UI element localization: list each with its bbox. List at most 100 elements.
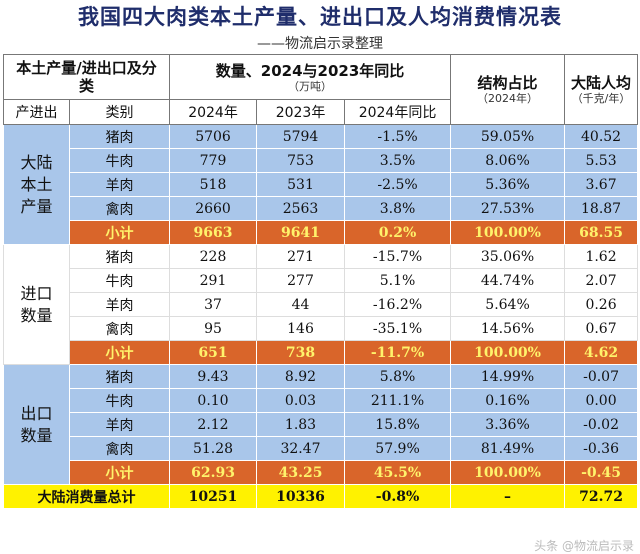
header-col-type: 类别	[68, 99, 171, 125]
subtotal-cell: 100.00%	[450, 220, 566, 245]
table-row: 出口数量 猪肉 9.43 8.92 5.8% 14.99% -0.07	[3, 364, 639, 485]
header-row-2: 产进出 类别 2024年 2023年 2024年同比	[3, 99, 638, 125]
table-cell: 3.36%	[450, 412, 566, 437]
total-cell: 72.72	[564, 484, 639, 509]
table-cell: 0.10	[169, 388, 258, 413]
table-row: 禽肉 95 146 -35.1% 14.56% 0.67	[4, 316, 639, 341]
table-cell: -15.7%	[344, 244, 452, 269]
subtotal-label: 小计	[68, 220, 171, 245]
table-row: 牛肉 291 277 5.1% 44.74% 2.07	[4, 268, 639, 293]
table-cell: -0.36	[564, 436, 639, 461]
table-cell: 8.92	[256, 364, 346, 389]
header-col-yoy: 2024年同比	[344, 99, 452, 125]
table-cell: 15.8%	[344, 412, 452, 437]
subtotal-cell: 738	[256, 340, 346, 365]
header-qty-unit: （万吨）	[288, 79, 333, 93]
table-cell: 2660	[169, 196, 258, 221]
table-cell: 228	[169, 244, 258, 269]
subtotal-label: 小计	[68, 340, 171, 365]
table-cell: -35.1%	[344, 316, 452, 341]
row-label: 牛肉	[68, 268, 171, 293]
table-cell: 5.36%	[450, 172, 566, 197]
total-cell: 10251	[169, 484, 258, 509]
table-row: 禽肉 51.28 32.47 57.9% 81.49% -0.36	[4, 436, 639, 461]
table-cell: 8.06%	[450, 148, 566, 173]
table-cell: 277	[256, 268, 346, 293]
row-label: 羊肉	[68, 172, 171, 197]
table-cell: 1.83	[256, 412, 346, 437]
row-label: 猪肉	[68, 364, 171, 389]
table-cell: 32.47	[256, 436, 346, 461]
table-cell: 35.06%	[450, 244, 566, 269]
table-cell: 5.53	[564, 148, 639, 173]
table-cell: 27.53%	[450, 196, 566, 221]
subtotal-cell: 651	[169, 340, 258, 365]
subtotal-cell: 43.25	[256, 460, 346, 485]
table-cell: -1.5%	[344, 124, 452, 149]
table-row: 牛肉 779 753 3.5% 8.06% 5.53	[4, 148, 639, 173]
subtotal-cell: -11.7%	[344, 340, 452, 365]
row-label: 猪肉	[68, 124, 171, 149]
header-percap: 大陆人均 （千克/年）	[564, 54, 639, 125]
total-cell: –	[450, 484, 566, 509]
header-struct-unit: （2024年）	[477, 92, 539, 105]
header-row-1: 本土产量/进出口及分类 数量、2024与2023年同比 （万吨） 结构占比 （2…	[2, 54, 639, 125]
table-cell: 51.28	[169, 436, 258, 461]
header-struct: 结构占比 （2024年）	[450, 54, 566, 125]
table-cell: 59.05%	[450, 124, 566, 149]
page-subtitle: ——物流启示录整理	[257, 36, 383, 52]
subtotal-cell: 9641	[256, 220, 346, 245]
subtotal-label: 小计	[68, 460, 171, 485]
table-cell: -0.07	[564, 364, 639, 389]
table-cell: 44.74%	[450, 268, 566, 293]
table-cell: 1.62	[564, 244, 639, 269]
row-label: 禽肉	[68, 316, 171, 341]
subtotal-cell: 4.62	[564, 340, 639, 365]
table-cell: 5.8%	[344, 364, 452, 389]
table-cell: 14.56%	[450, 316, 566, 341]
table-cell: 5794	[256, 124, 346, 149]
table-cell: 2.07	[564, 268, 639, 293]
table-cell: 0.16%	[450, 388, 566, 413]
row-label: 羊肉	[68, 292, 171, 317]
table-cell: 5.64%	[450, 292, 566, 317]
header-qty: 数量、2024与2023年同比 （万吨）	[169, 54, 452, 100]
table-cell: 0.03	[256, 388, 346, 413]
table-row: 禽肉 2660 2563 3.8% 27.53% 18.87	[4, 196, 639, 221]
subtotal-cell: 62.93	[169, 460, 258, 485]
table-cell: -0.02	[564, 412, 639, 437]
table-cell: 271	[256, 244, 346, 269]
table-cell: 2563	[256, 196, 346, 221]
data-table: 本土产量/进出口及分类 数量、2024与2023年同比 （万吨） 结构占比 （2…	[2, 54, 639, 509]
header-percap-unit: （千克/年）	[571, 92, 631, 105]
table-cell: 518	[169, 172, 258, 197]
subtotal-cell: 0.2%	[344, 220, 452, 245]
header-qty-title: 数量、2024与2023年同比	[215, 61, 405, 80]
table-cell: 81.49%	[450, 436, 566, 461]
row-label: 牛肉	[68, 388, 171, 413]
page-title: 我国四大肉类本土产量、进出口及人均消费情况表	[78, 5, 562, 29]
table-cell: 291	[169, 268, 258, 293]
table-cell: 14.99%	[450, 364, 566, 389]
table-cell: 18.87	[564, 196, 639, 221]
table-cell: 3.8%	[344, 196, 452, 221]
table-cell: 3.67	[564, 172, 639, 197]
table-row: 羊肉 2.12 1.83 15.8% 3.36% -0.02	[4, 412, 639, 437]
table-row: 羊肉 518 531 -2.5% 5.36% 3.67	[4, 172, 639, 197]
group-label: 进口数量	[3, 244, 70, 365]
table-row: 羊肉 37 44 -16.2% 5.64% 0.26	[4, 292, 639, 317]
total-cell: 10336	[256, 484, 346, 509]
header-left-title: 本土产量/进出口及分类	[2, 54, 171, 100]
table-cell: -2.5%	[344, 172, 452, 197]
table-cell: 5.1%	[344, 268, 452, 293]
row-label: 猪肉	[68, 244, 171, 269]
table-cell: 5706	[169, 124, 258, 149]
table-cell: 57.9%	[344, 436, 452, 461]
subtotal-cell: 45.5%	[344, 460, 452, 485]
subtotal-row: 小计 9663 9641 0.2% 100.00% 68.55	[4, 220, 639, 245]
group-label: 大陆本土产量	[3, 124, 70, 245]
header-col-2023: 2023年	[256, 99, 346, 125]
table-row: 大陆本土产量 猪肉 5706 5794 -1.5% 59.05% 40.52	[3, 124, 639, 245]
subtotal-cell: 100.00%	[450, 460, 566, 485]
header-col-2024: 2024年	[169, 99, 258, 125]
